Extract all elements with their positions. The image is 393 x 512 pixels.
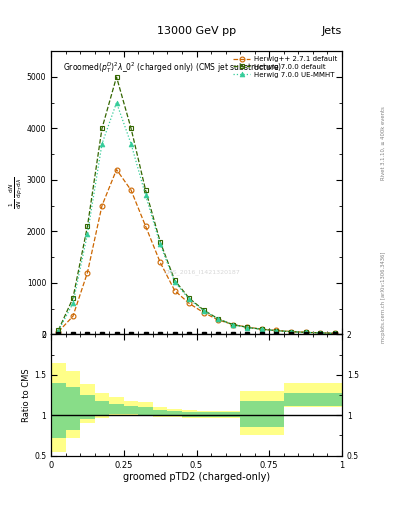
Herwig 7.0.0 default xyxy=(245,324,250,330)
X-axis label: groomed pTD2 (charged-only): groomed pTD2 (charged-only) xyxy=(123,472,270,482)
Herwig 7.0.0 default xyxy=(216,316,221,322)
Herwig 7.0.0 default xyxy=(129,125,134,132)
Y-axis label: Ratio to CMS: Ratio to CMS xyxy=(22,368,31,422)
Herwig 7.0.0 UE-MMHT xyxy=(143,193,148,199)
Herwig 7.0.0 default xyxy=(143,187,148,193)
Herwig 7.0.0 UE-MMHT xyxy=(231,322,235,328)
Herwig 7.0.0 default xyxy=(289,329,294,335)
Herwig++ 2.7.1 default xyxy=(303,329,308,335)
Text: mcplots.cern.ch [arXiv:1306.3436]: mcplots.cern.ch [arXiv:1306.3436] xyxy=(381,251,386,343)
Herwig 7.0.0 UE-MMHT xyxy=(260,326,264,332)
Herwig++ 2.7.1 default xyxy=(129,187,134,193)
Herwig 7.0.0 default xyxy=(100,125,105,132)
Herwig++ 2.7.1 default xyxy=(143,223,148,229)
Herwig 7.0.0 default xyxy=(71,295,75,302)
Herwig 7.0.0 UE-MMHT xyxy=(158,241,163,247)
Herwig 7.0.0 default xyxy=(202,307,206,313)
Herwig 7.0.0 UE-MMHT xyxy=(245,325,250,331)
Herwig 7.0.0 default xyxy=(318,330,323,336)
Herwig 7.0.0 default xyxy=(260,326,264,332)
Legend: Herwig++ 2.7.1 default, Herwig 7.0.0 default, Herwig 7.0.0 UE-MMHT: Herwig++ 2.7.1 default, Herwig 7.0.0 def… xyxy=(231,55,338,79)
Herwig 7.0.0 default xyxy=(303,329,308,335)
Text: Rivet 3.1.10, ≥ 400k events: Rivet 3.1.10, ≥ 400k events xyxy=(381,106,386,180)
Herwig++ 2.7.1 default xyxy=(100,203,105,209)
Herwig 7.0.0 UE-MMHT xyxy=(216,316,221,322)
Herwig 7.0.0 default xyxy=(332,330,337,336)
Herwig 7.0.0 UE-MMHT xyxy=(56,328,61,334)
Line: Herwig 7.0.0 default: Herwig 7.0.0 default xyxy=(56,75,337,336)
Herwig++ 2.7.1 default xyxy=(85,269,90,275)
Herwig++ 2.7.1 default xyxy=(260,326,264,332)
Y-axis label: $\frac{1}{\mathrm{d}N}$ $\frac{\mathrm{d}N}{\mathrm{d}p_T\,\mathrm{d}\lambda}$: $\frac{1}{\mathrm{d}N}$ $\frac{\mathrm{d… xyxy=(8,177,25,209)
Herwig 7.0.0 UE-MMHT xyxy=(100,141,105,147)
Line: Herwig++ 2.7.1 default: Herwig++ 2.7.1 default xyxy=(56,167,337,336)
Herwig++ 2.7.1 default xyxy=(231,322,235,328)
Herwig 7.0.0 default xyxy=(173,277,177,283)
Herwig 7.0.0 UE-MMHT xyxy=(289,329,294,335)
Herwig 7.0.0 UE-MMHT xyxy=(71,301,75,307)
Herwig++ 2.7.1 default xyxy=(332,330,337,336)
Herwig++ 2.7.1 default xyxy=(202,310,206,316)
Herwig 7.0.0 default xyxy=(274,328,279,334)
Herwig++ 2.7.1 default xyxy=(56,329,61,335)
Herwig++ 2.7.1 default xyxy=(114,166,119,173)
Herwig++ 2.7.1 default xyxy=(289,328,294,334)
Herwig 7.0.0 default xyxy=(187,295,192,302)
Text: Jets: Jets xyxy=(321,26,342,36)
Herwig++ 2.7.1 default xyxy=(173,288,177,294)
Herwig 7.0.0 UE-MMHT xyxy=(318,330,323,336)
Text: Groomed$(p_T^D)^2\lambda\_0^2$ (charged only) (CMS jet substructure): Groomed$(p_T^D)^2\lambda\_0^2$ (charged … xyxy=(63,60,282,75)
Herwig 7.0.0 UE-MMHT xyxy=(187,296,192,303)
Line: Herwig 7.0.0 UE-MMHT: Herwig 7.0.0 UE-MMHT xyxy=(56,100,337,336)
Herwig++ 2.7.1 default xyxy=(158,259,163,265)
Herwig 7.0.0 UE-MMHT xyxy=(202,308,206,314)
Herwig 7.0.0 UE-MMHT xyxy=(173,279,177,285)
Text: 13000 GeV pp: 13000 GeV pp xyxy=(157,26,236,36)
Herwig++ 2.7.1 default xyxy=(245,324,250,330)
Herwig 7.0.0 UE-MMHT xyxy=(85,231,90,237)
Herwig++ 2.7.1 default xyxy=(318,330,323,336)
Herwig 7.0.0 UE-MMHT xyxy=(129,141,134,147)
Herwig 7.0.0 default xyxy=(114,74,119,80)
Herwig 7.0.0 default xyxy=(231,322,235,328)
Herwig 7.0.0 default xyxy=(56,327,61,333)
Herwig++ 2.7.1 default xyxy=(71,313,75,319)
Herwig 7.0.0 default xyxy=(158,239,163,245)
Herwig 7.0.0 default xyxy=(85,223,90,229)
Herwig 7.0.0 UE-MMHT xyxy=(332,330,337,336)
Herwig++ 2.7.1 default xyxy=(216,317,221,323)
Herwig 7.0.0 UE-MMHT xyxy=(303,329,308,335)
Text: CMS_2016_I1421320187: CMS_2016_I1421320187 xyxy=(164,269,241,275)
Herwig 7.0.0 UE-MMHT xyxy=(114,100,119,106)
Herwig++ 2.7.1 default xyxy=(187,301,192,307)
Herwig 7.0.0 UE-MMHT xyxy=(274,328,279,334)
Herwig++ 2.7.1 default xyxy=(274,327,279,333)
